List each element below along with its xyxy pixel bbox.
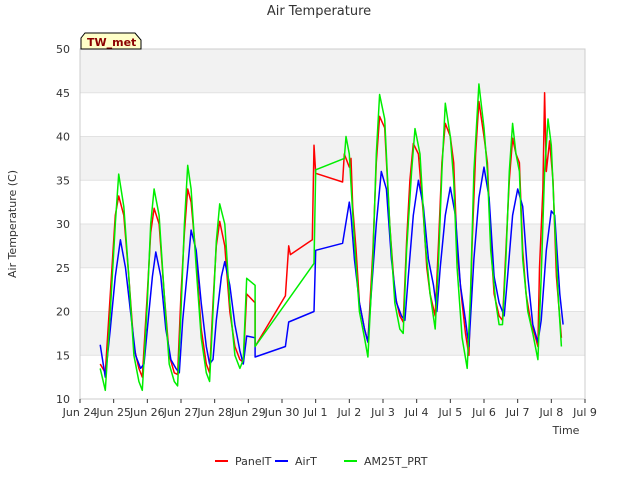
x-tick-label: Jun 26 (129, 406, 165, 419)
y-tick-label: 10 (56, 393, 70, 406)
y-tick-label: 50 (56, 43, 70, 56)
x-tick-label: Jun 24 (62, 406, 98, 419)
x-tick-label: Jun 30 (264, 406, 300, 419)
x-tick-label: Jun 29 (230, 406, 266, 419)
plot-bands (80, 49, 585, 356)
y-axis-ticks: 10 15 20 25 30 35 40 45 50 (56, 43, 70, 406)
y-tick-label: 45 (56, 87, 70, 100)
series-line-am25t-prt (99, 83, 563, 392)
series-lines (99, 83, 564, 392)
x-tick-label: Jun 25 (95, 406, 131, 419)
chart-title: Air Temperature (267, 4, 371, 19)
y-tick-label: 20 (56, 306, 70, 319)
station-badge: TW_met (80, 32, 142, 50)
legend: PanelT AirT AM25T_PRT (215, 455, 428, 468)
x-tick-label: Jun 27 (163, 406, 199, 419)
y-tick-label: 35 (56, 174, 70, 187)
plot-area-frame (79, 48, 586, 400)
x-tick-label: Jul 6 (471, 406, 496, 419)
x-tick-label: Jul 9 (572, 406, 597, 419)
x-tick-label: Jul 4 (404, 406, 429, 419)
plot-band (80, 311, 585, 356)
legend-label-panelt: PanelT (235, 455, 272, 468)
x-tick-label: Jul 1 (303, 406, 328, 419)
y-tick-label: 25 (56, 262, 70, 275)
x-tick-label: Jul 5 (437, 406, 462, 419)
x-tick-label: Jul 7 (505, 406, 530, 419)
badge-label: TW_met (87, 36, 136, 49)
y-tick-label: 40 (56, 131, 70, 144)
plot-band (80, 49, 585, 93)
plot-band (80, 136, 585, 181)
x-tick-label: Jun 28 (196, 406, 232, 419)
gridlines (80, 48, 585, 400)
y-tick-label: 15 (56, 349, 70, 362)
legend-label-airt: AirT (295, 455, 317, 468)
legend-label-am25t-prt: AM25T_PRT (364, 455, 428, 468)
y-tick-label: 30 (56, 218, 70, 231)
badge-shape (80, 32, 142, 50)
x-tick-label: Jul 8 (538, 406, 563, 419)
y-axis-label: Air Temperature (C) (6, 170, 19, 278)
x-tick-label: Jul 3 (370, 406, 395, 419)
x-axis-label: Time (552, 424, 580, 437)
x-tick-label: Jul 2 (336, 406, 361, 419)
